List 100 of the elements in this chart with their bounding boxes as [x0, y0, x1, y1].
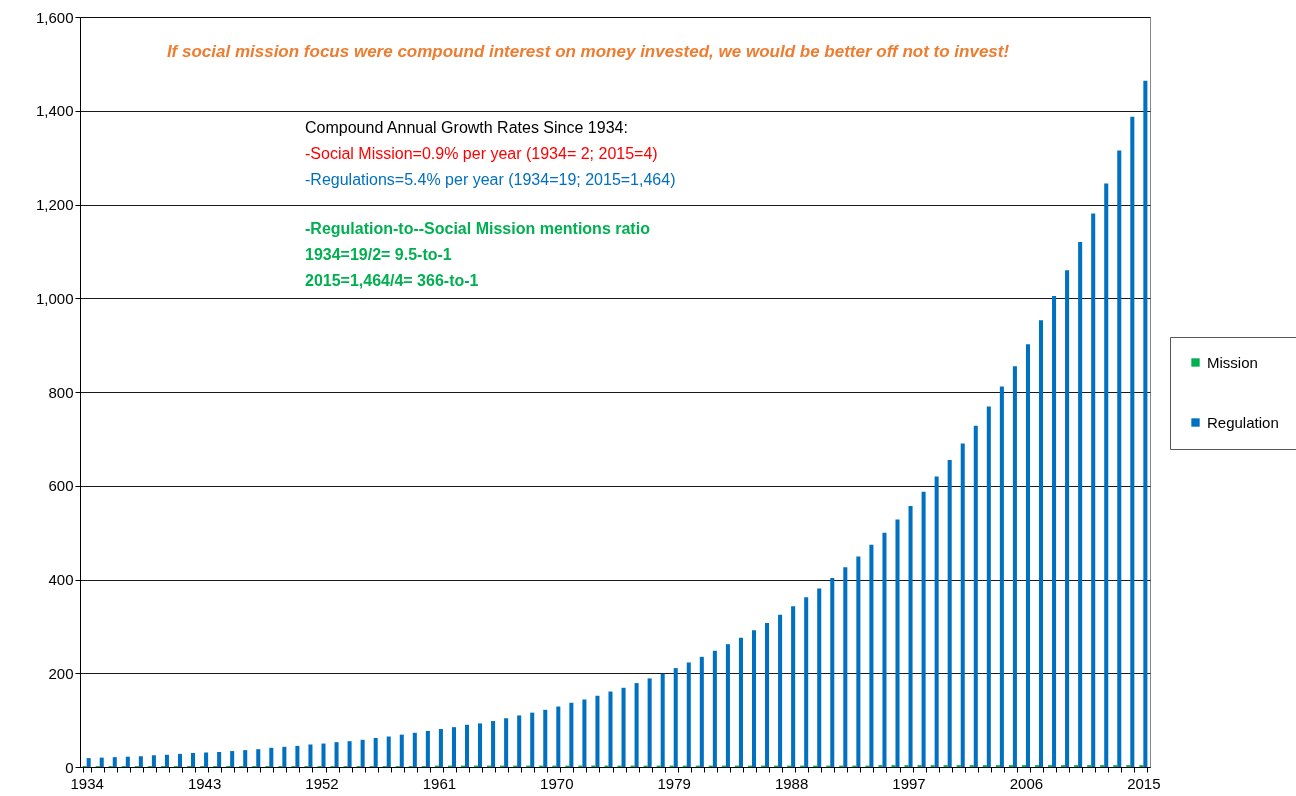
x-tick-label: 2006	[1009, 774, 1044, 792]
bar	[647, 678, 652, 767]
bar	[934, 476, 939, 767]
bar	[321, 743, 326, 767]
bar	[1143, 80, 1148, 767]
y-tick-label: 400	[48, 571, 74, 588]
y-tick-label: 200	[48, 664, 74, 682]
bar	[1025, 344, 1030, 767]
y-tick-label: 1,400	[35, 102, 74, 120]
annotation: -Social Mission=0.9% per year (1934= 2; 2015=4)	[305, 145, 658, 162]
bar	[217, 752, 222, 767]
bar	[1091, 213, 1096, 767]
bar	[243, 750, 248, 767]
x-tick-label: 1943	[187, 774, 222, 792]
bar	[804, 597, 809, 767]
bar	[595, 695, 600, 767]
bar	[360, 739, 365, 767]
y-tick-label: 1,200	[35, 196, 74, 213]
bar	[347, 741, 352, 767]
bar	[960, 443, 965, 767]
annotation: 1934=19/2= 9.5-to-1	[305, 246, 452, 263]
bar	[177, 753, 183, 767]
bar	[164, 754, 169, 767]
bar	[230, 751, 235, 767]
bar	[895, 519, 900, 767]
bar	[817, 588, 822, 767]
x-tick-label: 1988	[774, 774, 809, 792]
bar	[621, 687, 626, 767]
bar	[686, 662, 691, 767]
x-tick-label: 1952	[305, 774, 339, 792]
bar	[504, 718, 509, 767]
bar	[530, 712, 535, 767]
bar	[1104, 183, 1109, 767]
bar	[556, 706, 561, 767]
annotation: -Regulation-to--Social Mission mentions ratio	[305, 220, 651, 237]
bar	[869, 544, 874, 767]
bar	[412, 732, 417, 767]
bar	[138, 756, 143, 767]
bar	[712, 650, 717, 767]
y-tick-label: 1,600	[35, 8, 74, 26]
bar	[660, 673, 665, 767]
bar	[778, 614, 783, 767]
bar	[1052, 295, 1057, 767]
bar	[491, 721, 496, 767]
bar	[308, 744, 313, 767]
bar	[882, 532, 887, 767]
bar	[725, 644, 730, 767]
bar	[582, 699, 587, 767]
bar	[478, 723, 483, 767]
x-tick-label: 1997	[892, 774, 926, 792]
bar	[543, 709, 548, 767]
bar	[1038, 320, 1044, 767]
bar	[517, 715, 522, 767]
annotation: -Regulations=5.4% per year (1934=19; 2015=1,464)	[305, 171, 676, 188]
bar	[1117, 150, 1122, 767]
bar	[830, 578, 835, 767]
bar	[399, 734, 404, 767]
bar	[908, 505, 913, 767]
x-tick-label: 1979	[657, 774, 691, 792]
y-tick-label: 1,000	[35, 289, 74, 307]
x-tick-label: 2015	[1127, 774, 1161, 792]
bar	[699, 656, 704, 767]
bar	[986, 406, 991, 767]
bar	[386, 736, 391, 767]
bar	[86, 758, 91, 767]
legend-label: Mission	[1207, 353, 1258, 371]
x-tick-label: 1934	[70, 774, 104, 792]
bar	[751, 630, 757, 767]
legend-label: Regulation	[1207, 413, 1279, 431]
bar	[112, 757, 117, 767]
bar	[999, 386, 1004, 767]
bar	[765, 623, 770, 767]
bar	[738, 637, 743, 767]
y-tick-label: 0	[65, 758, 74, 776]
bar	[282, 746, 287, 767]
bar	[373, 737, 378, 767]
bar	[791, 606, 796, 767]
bar	[673, 668, 678, 767]
bar	[856, 556, 861, 767]
bar	[99, 757, 104, 767]
annotation: Compound Annual Growth Rates Since 1934:	[305, 119, 628, 136]
x-tick-label: 1961	[422, 774, 457, 792]
annotation: If social mission focus were compound interest on money invested, we would be better off not to invest!	[166, 42, 1010, 61]
bar	[425, 730, 430, 767]
bar	[256, 749, 261, 767]
bar	[464, 724, 470, 767]
bar	[334, 742, 339, 767]
bar	[191, 752, 196, 767]
bar	[569, 702, 574, 767]
bar	[1065, 270, 1070, 767]
bar	[204, 752, 209, 767]
bar	[269, 747, 274, 767]
bar	[634, 683, 639, 767]
bar	[295, 745, 300, 767]
bar	[843, 567, 848, 767]
y-tick-label: 800	[48, 383, 74, 401]
bar	[151, 755, 156, 767]
y-tick-label: 600	[48, 477, 74, 495]
bar	[1130, 116, 1135, 767]
bar	[1078, 242, 1083, 767]
